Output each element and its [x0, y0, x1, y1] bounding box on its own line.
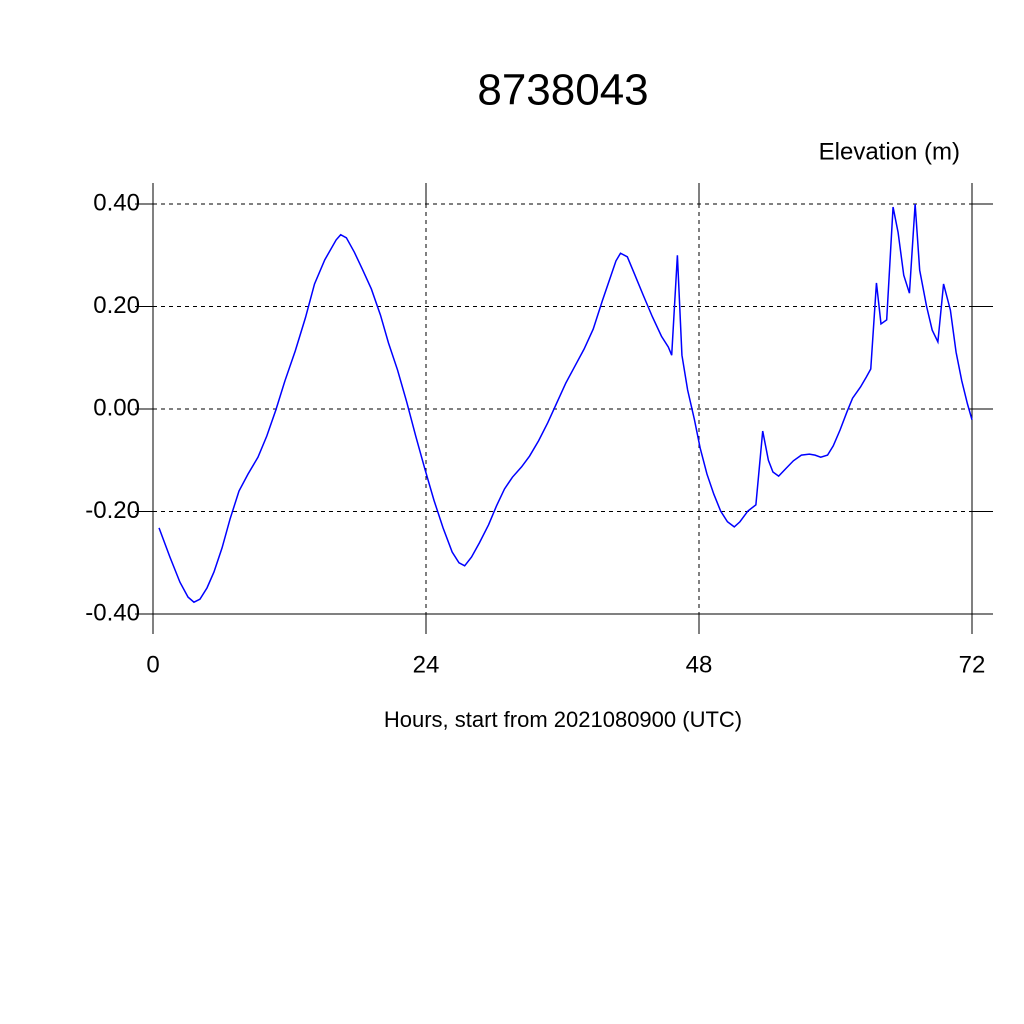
chart-title: 8738043 — [477, 66, 648, 115]
x-tick-label: 0 — [146, 651, 159, 678]
y-tick-label: 0.20 — [93, 292, 140, 319]
axis-unit: Elevation (m) — [819, 138, 960, 165]
data-line — [158, 203, 973, 604]
x-axis-label: Hours, start from 2021080900 (UTC) — [384, 707, 742, 732]
y-tick-label: -0.20 — [85, 497, 140, 524]
x-tick-label: 72 — [959, 651, 986, 678]
y-tick-label: -0.40 — [85, 599, 140, 626]
y-tick-label: 0.40 — [93, 189, 140, 216]
y-tick-label: 0.00 — [93, 394, 140, 421]
x-tick-label: 24 — [413, 651, 440, 678]
x-tick-label: 48 — [686, 651, 713, 678]
